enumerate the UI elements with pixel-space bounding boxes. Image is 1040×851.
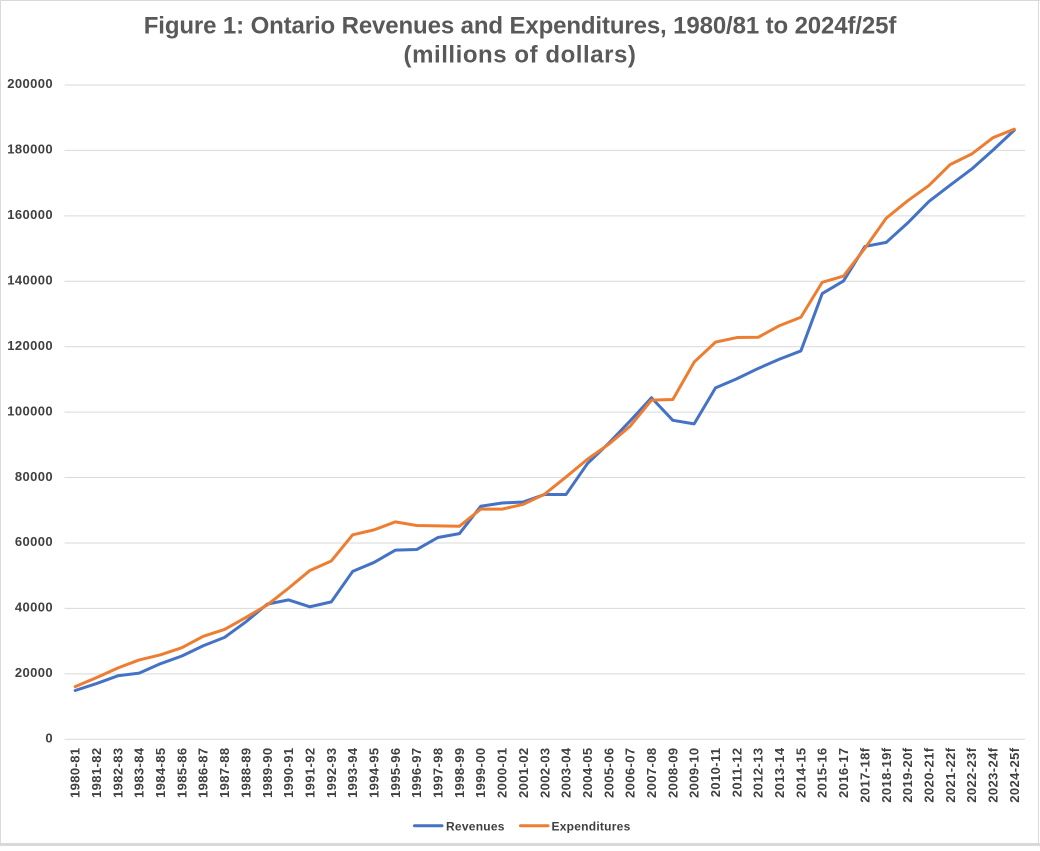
svg-text:1991-92: 1991-92 [302, 748, 317, 799]
svg-text:1990-91: 1990-91 [281, 748, 296, 799]
svg-text:2024-25f: 2024-25f [1007, 747, 1022, 803]
svg-text:2015-16: 2015-16 [815, 748, 830, 799]
svg-text:2014-15: 2014-15 [793, 748, 808, 799]
svg-text:1994-95: 1994-95 [366, 748, 381, 799]
svg-text:2003-04: 2003-04 [559, 747, 574, 798]
svg-text:1983-84: 1983-84 [132, 747, 147, 798]
svg-text:1982-83: 1982-83 [110, 748, 125, 799]
svg-text:1986-87: 1986-87 [196, 748, 211, 799]
svg-text:1998-99: 1998-99 [452, 748, 467, 799]
svg-text:2009-10: 2009-10 [687, 748, 702, 799]
svg-text:180000: 180000 [7, 142, 53, 157]
svg-text:1981-82: 1981-82 [89, 748, 104, 799]
svg-text:1997-98: 1997-98 [431, 748, 446, 799]
svg-text:2007-08: 2007-08 [644, 748, 659, 799]
svg-text:Revenues: Revenues [446, 819, 505, 833]
svg-text:2005-06: 2005-06 [601, 748, 616, 799]
svg-text:200000: 200000 [7, 76, 53, 91]
svg-text:2023-24f: 2023-24f [985, 747, 1000, 803]
svg-text:2006-07: 2006-07 [623, 748, 638, 799]
svg-text:2000-01: 2000-01 [495, 748, 510, 799]
svg-text:1985-86: 1985-86 [174, 748, 189, 799]
svg-text:1995-96: 1995-96 [388, 748, 403, 799]
svg-text:2016-17: 2016-17 [836, 748, 851, 799]
svg-text:1987-88: 1987-88 [217, 748, 232, 799]
svg-text:Figure 1: Ontario Revenues and: Figure 1: Ontario Revenues and Expenditu… [144, 13, 898, 40]
svg-text:1984-85: 1984-85 [153, 748, 168, 799]
svg-text:2001-02: 2001-02 [516, 748, 531, 799]
svg-text:2020-21f: 2020-21f [921, 747, 936, 803]
svg-text:120000: 120000 [7, 338, 53, 353]
svg-text:2018-19f: 2018-19f [879, 747, 894, 803]
svg-text:2008-09: 2008-09 [665, 748, 680, 799]
svg-text:1999-00: 1999-00 [473, 748, 488, 799]
svg-text:2004-05: 2004-05 [580, 748, 595, 799]
svg-text:160000: 160000 [7, 207, 53, 222]
svg-text:2010-11: 2010-11 [708, 748, 723, 798]
svg-text:Expenditures: Expenditures [552, 819, 631, 833]
svg-text:2017-18f: 2017-18f [857, 747, 872, 803]
svg-text:1980-81: 1980-81 [68, 748, 83, 799]
svg-text:2002-03: 2002-03 [537, 748, 552, 799]
svg-text:40000: 40000 [15, 600, 53, 615]
svg-text:1988-89: 1988-89 [238, 748, 253, 799]
svg-text:1992-93: 1992-93 [324, 748, 339, 799]
svg-text:1993-94: 1993-94 [345, 747, 360, 798]
svg-text:0: 0 [45, 730, 53, 745]
svg-text:80000: 80000 [15, 469, 53, 484]
svg-text:2013-14: 2013-14 [772, 747, 787, 798]
svg-text:20000: 20000 [15, 665, 53, 680]
svg-text:2019-20f: 2019-20f [900, 747, 915, 803]
svg-text:1996-97: 1996-97 [409, 748, 424, 799]
svg-text:60000: 60000 [15, 534, 53, 549]
svg-text:2011-12: 2011-12 [729, 748, 744, 798]
svg-text:1989-90: 1989-90 [260, 748, 275, 799]
svg-text:2021-22f: 2021-22f [943, 747, 958, 803]
svg-text:(millions of dollars): (millions of dollars) [404, 42, 637, 69]
svg-text:2022-23f: 2022-23f [964, 747, 979, 803]
svg-text:100000: 100000 [7, 403, 53, 418]
svg-text:2012-13: 2012-13 [751, 748, 766, 799]
svg-text:140000: 140000 [7, 272, 53, 287]
